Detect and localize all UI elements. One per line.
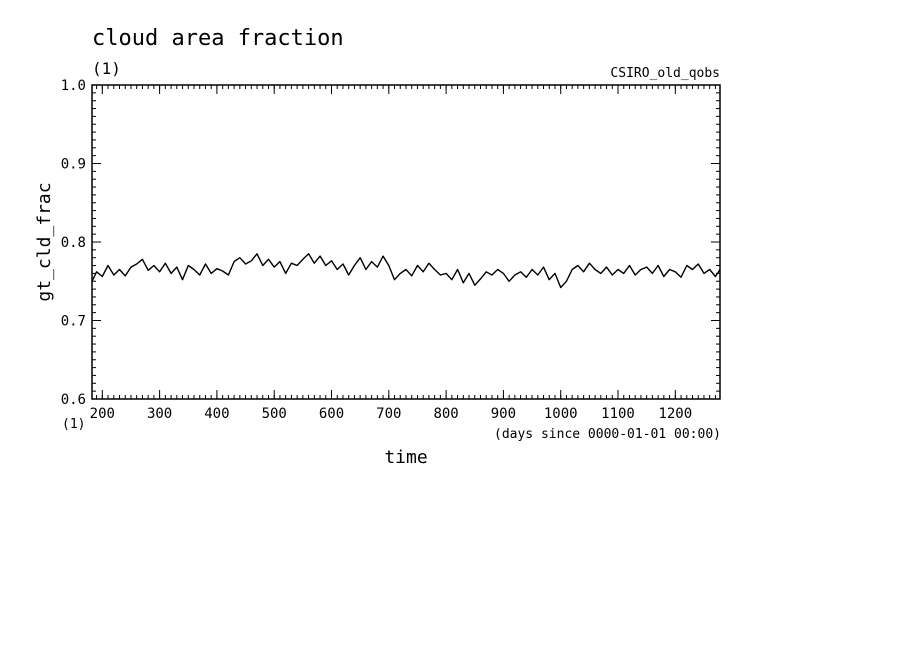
y-tick-label: 0.6: [61, 392, 86, 408]
x-tick-label: 200: [90, 406, 115, 422]
y-axis: 0.6 0.7 0.8 0.9 1.0: [61, 78, 720, 408]
x-tick-label: 400: [204, 406, 229, 422]
x-tick-label: 800: [433, 406, 458, 422]
x-tick-label: 1200: [658, 406, 692, 422]
x-tick-label: 900: [491, 406, 516, 422]
y-units: (1): [62, 417, 85, 432]
x-units: (days since 0000-01-01 00:00): [494, 427, 721, 442]
x-axis-label: time: [384, 447, 427, 468]
y-tick-label: 0.8: [61, 235, 86, 251]
y-tick-label: 1.0: [61, 78, 86, 94]
dataset-label: CSIRO_old_qobs: [610, 66, 720, 81]
x-tick-label: 300: [147, 406, 172, 422]
plot-frame: [91, 84, 721, 400]
y-tick-label: 0.7: [61, 314, 86, 330]
x-tick-label: 700: [376, 406, 401, 422]
chart-title: cloud area fraction: [92, 26, 344, 51]
x-tick-label: 600: [319, 406, 344, 422]
y-tick-label: 0.9: [61, 157, 86, 173]
series-line: [91, 253, 721, 289]
chart-units: (1): [92, 59, 121, 78]
x-tick-label: 1000: [544, 406, 578, 422]
y-axis-label: gt_cld_frac: [34, 182, 55, 301]
x-tick-label: 500: [262, 406, 287, 422]
x-tick-label: 1100: [601, 406, 635, 422]
